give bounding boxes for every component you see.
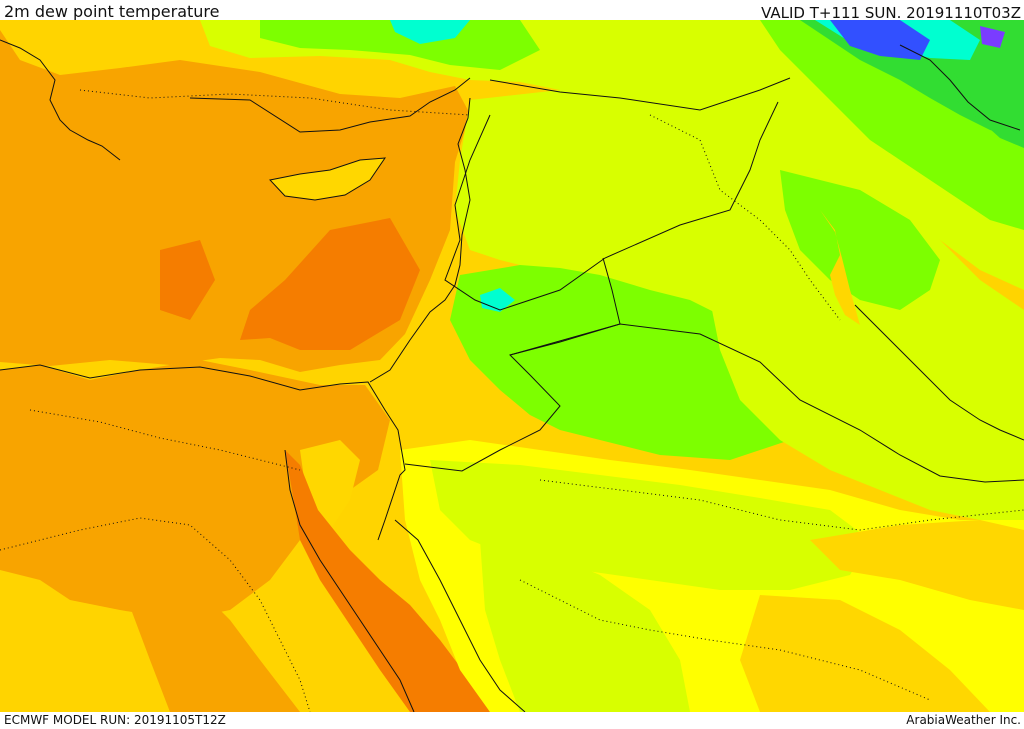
map-svg [0, 20, 1024, 712]
jordan-lime [450, 265, 810, 460]
red-sea-coast-west [284, 449, 415, 712]
model-run-text: ECMWF MODEL RUN: 20191105T12Z [4, 713, 226, 727]
red-sea-dark-orange [285, 450, 490, 712]
south-egypt-orange [120, 580, 300, 712]
north-dotted-contour [79, 89, 471, 116]
map-title: 2m dew point temperature [4, 2, 220, 21]
egypt-orange-zone [0, 360, 390, 620]
mediterranean-coast-line [0, 364, 406, 541]
jordan-east-border [404, 257, 621, 472]
footer-bar: ECMWF MODEL RUN: 20191105T12Z ArabiaWeat… [0, 712, 1024, 729]
syria-jordan-iraq-border [444, 101, 779, 311]
caucasus-cyan [390, 20, 470, 44]
northern-blue [830, 20, 930, 60]
header-bar: 2m dew point temperature VALID T+111 SUN… [0, 0, 1024, 22]
red-sea-coast-east [394, 519, 526, 712]
south-saudi-light-orange [740, 595, 990, 712]
turkey-south-coast [189, 77, 471, 133]
aegean-coast [0, 39, 121, 161]
northern-violet [980, 26, 1005, 48]
west-saudi-yellow-green [480, 540, 690, 712]
persian-gulf-islands [820, 210, 860, 325]
turkey-lime [260, 20, 540, 70]
cyprus [269, 157, 387, 201]
saudi-internal-dotted-1 [519, 579, 931, 701]
syria-iraq-border [489, 77, 791, 111]
caspian-coast-line [899, 44, 1021, 131]
credit-text: ArabiaWeather Inc. [906, 713, 1021, 727]
iraq-lime [780, 170, 940, 310]
western-sea-dark-band [160, 240, 215, 320]
saudi-internal-dotted-2 [539, 479, 1024, 531]
iraq-yellow-green [710, 140, 1024, 520]
mediterranean-dark-orange [240, 218, 420, 350]
dew-point-map [0, 20, 1024, 712]
saudi-light-orange [810, 520, 1024, 610]
valid-time: VALID T+111 SUN. 20191110T03Z [761, 4, 1021, 22]
persian-gulf-coast [854, 304, 1024, 441]
levant-coast-line [369, 97, 471, 383]
caspian-coast-detail [930, 60, 1024, 148]
